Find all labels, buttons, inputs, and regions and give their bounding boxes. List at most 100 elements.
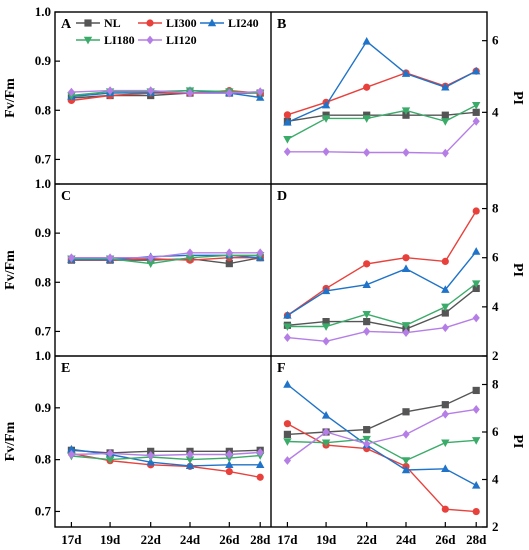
marker-li120 bbox=[186, 248, 194, 258]
y-tick-label: 0.8 bbox=[35, 452, 52, 467]
series-li180 bbox=[283, 101, 481, 144]
marker-li120 bbox=[322, 336, 330, 346]
series-line bbox=[287, 251, 477, 317]
marker-li240 bbox=[321, 410, 331, 419]
legend-item-li240: LI240 bbox=[200, 16, 259, 30]
marker-li120 bbox=[363, 439, 371, 449]
legend-item-li180: LI180 bbox=[76, 33, 135, 47]
marker-li180 bbox=[401, 322, 411, 330]
marker-li120 bbox=[363, 148, 371, 157]
series-line bbox=[287, 111, 477, 122]
series-li120 bbox=[67, 248, 264, 263]
legend-label: LI120 bbox=[166, 33, 197, 47]
marker-li180 bbox=[362, 311, 371, 319]
marker-li120 bbox=[186, 88, 194, 98]
marker-li180 bbox=[283, 438, 292, 446]
marker-li120 bbox=[322, 147, 330, 157]
legend-item-li300: LI300 bbox=[138, 16, 197, 30]
marker-li240 bbox=[472, 247, 481, 255]
legend-label: LI180 bbox=[104, 33, 135, 47]
marker-li120 bbox=[472, 313, 480, 323]
marker-li240 bbox=[283, 117, 292, 126]
marker-nl bbox=[472, 108, 480, 116]
series-line bbox=[287, 40, 477, 124]
y-axis-label: Fv/Fm bbox=[3, 78, 18, 118]
marker-li120 bbox=[402, 429, 410, 439]
x-tick-label: 19d bbox=[316, 532, 337, 547]
marker-li120 bbox=[225, 248, 233, 258]
y-tick-label: 0.9 bbox=[35, 53, 52, 68]
series-line bbox=[287, 423, 477, 513]
marker-li120 bbox=[441, 323, 449, 333]
marker-li180 bbox=[401, 457, 411, 465]
marker-li120 bbox=[256, 447, 264, 457]
marker-li180 bbox=[146, 260, 155, 269]
series-line bbox=[287, 438, 477, 462]
series-line bbox=[287, 389, 477, 436]
series-li300 bbox=[283, 420, 480, 516]
panel-d: D 2 4 6 8 PI bbox=[277, 189, 525, 363]
x-tick-label: 28d bbox=[466, 532, 487, 547]
legend-label: LI240 bbox=[228, 16, 259, 30]
marker-nl bbox=[472, 386, 480, 395]
marker-li300 bbox=[402, 254, 410, 262]
series-line bbox=[287, 70, 477, 116]
x-tick-label: 24d bbox=[396, 532, 417, 547]
panel-label: D bbox=[277, 189, 287, 204]
marker-nl bbox=[363, 318, 371, 326]
marker-li180 bbox=[472, 280, 481, 288]
series-li240 bbox=[283, 380, 481, 489]
series-li120 bbox=[67, 447, 264, 460]
marker-li120 bbox=[106, 86, 114, 96]
marker-li180 bbox=[321, 439, 331, 448]
marker-li180 bbox=[472, 437, 481, 445]
marker-li120 bbox=[402, 148, 410, 157]
marker-li240 bbox=[225, 460, 234, 469]
marker-li120 bbox=[256, 87, 264, 97]
legend-label: NL bbox=[104, 16, 121, 30]
x-tick-label: 22d bbox=[141, 532, 162, 547]
legend: NL LI300 LI240 LI180 LI120 bbox=[76, 16, 259, 47]
panel-label: B bbox=[277, 17, 286, 32]
series-li120 bbox=[283, 116, 480, 158]
marker-li300 bbox=[256, 473, 264, 481]
y-tick-label: 4 bbox=[492, 472, 499, 487]
marker-li240 bbox=[441, 82, 450, 91]
y-tick-label: 0.8 bbox=[35, 102, 52, 117]
marker-li240 bbox=[185, 461, 195, 470]
marker-nl bbox=[441, 309, 449, 317]
marker-li240 bbox=[472, 481, 481, 489]
marker-li120 bbox=[146, 35, 154, 45]
marker-li120 bbox=[147, 253, 155, 263]
x-tick-label: 22d bbox=[357, 532, 378, 547]
marker-li180 bbox=[185, 254, 195, 263]
legend-item-nl: NL bbox=[76, 16, 121, 30]
y-tick-label: 0.7 bbox=[35, 503, 52, 518]
marker-nl bbox=[322, 111, 330, 119]
marker-li120 bbox=[67, 450, 76, 459]
series-line bbox=[286, 383, 477, 487]
marker-li180 bbox=[441, 303, 450, 312]
marker-li240 bbox=[441, 464, 450, 473]
marker-li180 bbox=[441, 118, 450, 126]
marker-li240 bbox=[67, 444, 76, 453]
marker-li120 bbox=[363, 327, 371, 336]
series-li240 bbox=[283, 36, 481, 126]
marker-li240 bbox=[283, 311, 292, 319]
series-line bbox=[287, 120, 477, 154]
marker-li120 bbox=[106, 253, 114, 263]
series-line bbox=[71, 449, 261, 454]
series-line bbox=[71, 454, 261, 461]
marker-li120 bbox=[67, 87, 76, 97]
series-line bbox=[286, 408, 477, 462]
marker-li240 bbox=[146, 457, 155, 466]
marker-li120 bbox=[147, 86, 155, 96]
series-line bbox=[287, 317, 477, 343]
y-tick-label: 1.0 bbox=[35, 4, 51, 19]
series-li300 bbox=[67, 87, 264, 105]
marker-li300 bbox=[283, 420, 292, 428]
y-tick-label: 1.0 bbox=[35, 176, 51, 191]
legend-item-li120: LI120 bbox=[138, 33, 197, 47]
series-li180 bbox=[283, 280, 481, 331]
